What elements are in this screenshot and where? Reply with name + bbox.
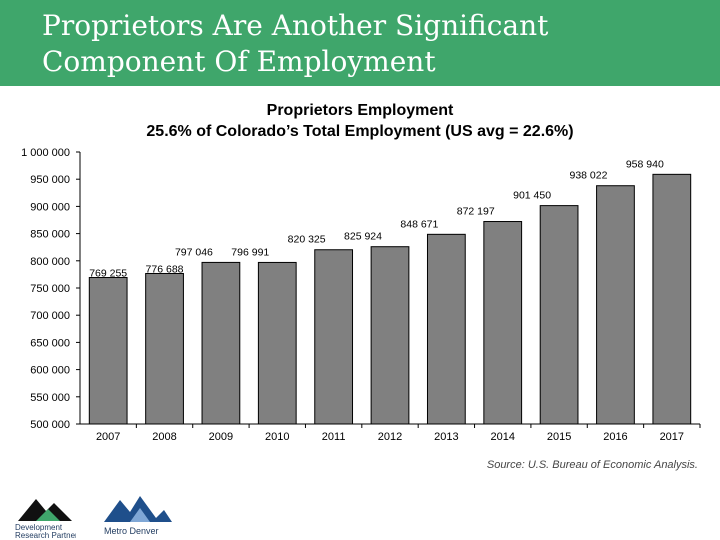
data-label: 797 046	[175, 246, 213, 258]
data-label: 776 688	[146, 263, 184, 275]
chart-title: Proprietors Employment	[266, 102, 454, 119]
slide-title-line-1: Proprietors Are Another Significant	[42, 9, 549, 42]
y-tick-label: 750 000	[30, 283, 70, 295]
bar	[596, 185, 635, 425]
y-tick-label: 650 000	[30, 337, 70, 349]
bar	[201, 261, 241, 425]
bar	[370, 246, 410, 425]
y-tick-label: 550 000	[30, 392, 70, 404]
x-tick-label: 2010	[265, 431, 289, 443]
y-tick-label: 900 000	[30, 201, 70, 213]
data-label: 769 255	[89, 268, 127, 280]
bar	[539, 205, 579, 425]
x-tick-label: 2012	[378, 431, 402, 443]
data-label: 958 940	[626, 158, 664, 170]
x-tick-label: 2008	[152, 431, 176, 443]
logo1-text-line1: Development	[15, 523, 63, 532]
logo1-text-line2: Research Partners	[15, 531, 76, 539]
x-tick-label: 2016	[603, 431, 627, 443]
x-tick-label: 2011	[322, 431, 346, 443]
y-tick-label: 600 000	[30, 365, 70, 377]
y-tick-label: 500 000	[30, 419, 70, 431]
data-labels: 769 255 776 688 797 046 796 991 820 325 825 9…	[89, 158, 664, 279]
x-axis: 2007 2008 2009 2010 2011 2012 2013 2014 2015 2016…	[80, 423, 701, 443]
x-tick-label: 2015	[547, 431, 571, 443]
x-tick-label: 2013	[434, 431, 458, 443]
data-label: 872 197	[457, 206, 495, 218]
bar	[426, 233, 466, 425]
x-tick-label: 2014	[490, 431, 514, 443]
bar	[483, 221, 523, 425]
source-note: Source: U.S. Bureau of Economic Analysis…	[486, 459, 698, 471]
x-tick-label: 2007	[96, 431, 120, 443]
slide-title-line-2: Component Of Employment	[42, 45, 436, 78]
data-label: 901 450	[513, 190, 551, 202]
x-tick-label: 2009	[209, 431, 233, 443]
y-tick-label: 1 000 000	[21, 147, 70, 159]
chart-title-block: Proprietors Employment 25.6% of Colorado…	[0, 100, 720, 142]
data-label: 796 991	[231, 246, 269, 258]
y-tick-label: 950 000	[30, 174, 70, 186]
bar	[257, 261, 297, 425]
bar	[145, 272, 184, 425]
x-tick-label: 2017	[660, 431, 684, 443]
y-tick-label: 700 000	[30, 310, 70, 322]
bar	[652, 173, 692, 425]
y-axis: 500 000 550 000 600 000 650 000 700 000 750 0…	[21, 147, 81, 431]
bar	[314, 249, 354, 425]
data-label: 820 325	[288, 234, 326, 246]
chart-subtitle: 25.6% of Colorado’s Total Employment (US…	[146, 123, 574, 140]
y-tick-label: 800 000	[30, 256, 70, 268]
development-research-partners-logo: Development Research Partners	[15, 499, 76, 539]
data-label: 938 022	[569, 170, 607, 182]
logo2-text: Metro Denver	[104, 526, 159, 536]
metro-denver-logo: Metro Denver	[104, 496, 172, 536]
title-banner: Proprietors Are Another Significant Comp…	[0, 0, 720, 86]
y-tick-label: 850 000	[30, 229, 70, 241]
bar	[88, 277, 128, 425]
slide-title: Proprietors Are Another Significant Comp…	[42, 8, 682, 80]
bars	[88, 173, 692, 425]
data-label: 848 671	[400, 218, 438, 230]
data-label: 825 924	[344, 231, 382, 243]
